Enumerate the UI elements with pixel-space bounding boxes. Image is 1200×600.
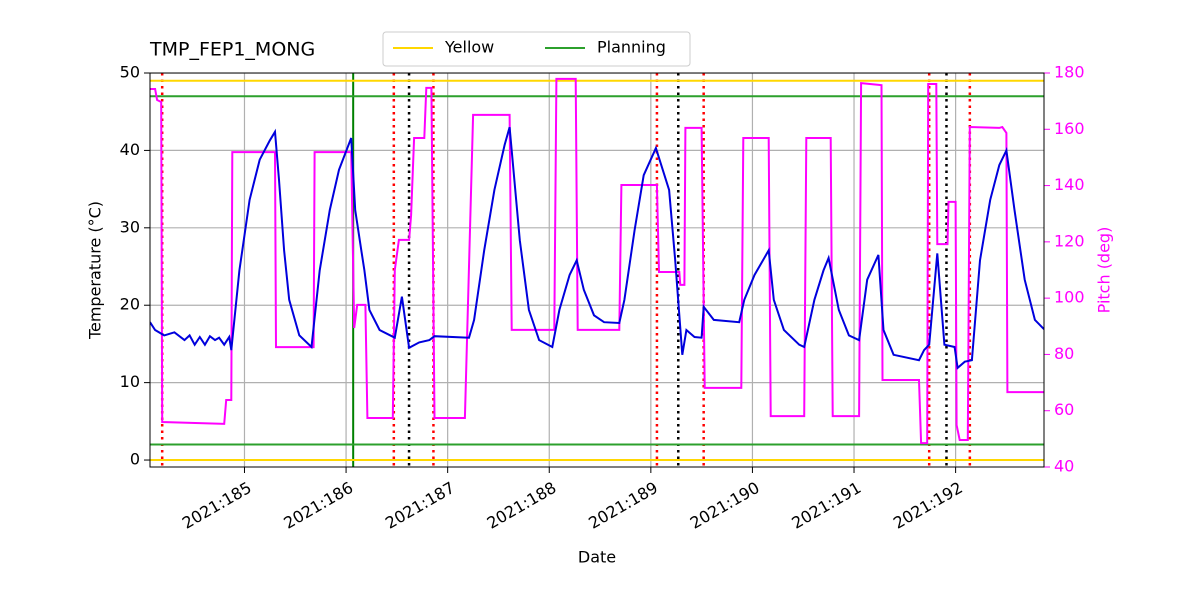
y2-axis-label: Pitch (deg) [1095, 227, 1114, 314]
y-tick-label: 10 [120, 372, 140, 391]
plot-frame [149, 72, 1045, 468]
y-tick-label: 30 [120, 217, 140, 236]
series-line [150, 77, 1044, 445]
legend-label: Yellow [444, 38, 494, 57]
y2-tick-label: 120 [1054, 231, 1085, 250]
y-tick-label: 50 [120, 63, 140, 82]
plot-area [150, 73, 1044, 467]
series-line [150, 126, 1044, 370]
y-tick-label: 0 [130, 450, 140, 469]
y2-tick-label: 140 [1054, 175, 1085, 194]
legend: Yellow Planning [382, 31, 691, 67]
legend-label: Planning [597, 38, 666, 57]
y2-tick-label: 60 [1054, 400, 1074, 419]
y2-tick-label: 40 [1054, 457, 1074, 476]
x-axis-label: Date [578, 548, 616, 567]
y-tick-label: 40 [120, 140, 140, 159]
y2-tick-label: 160 [1054, 119, 1085, 138]
chart-title: TMP_FEP1_MONG [149, 39, 315, 61]
legend-box [382, 31, 691, 67]
y2-tick-label: 100 [1054, 288, 1085, 307]
y-axis-label: Temperature (°C) [86, 201, 105, 340]
y2-tick-label: 80 [1054, 344, 1074, 363]
y2-tick-label: 180 [1054, 63, 1085, 82]
y-tick-label: 20 [120, 295, 140, 314]
